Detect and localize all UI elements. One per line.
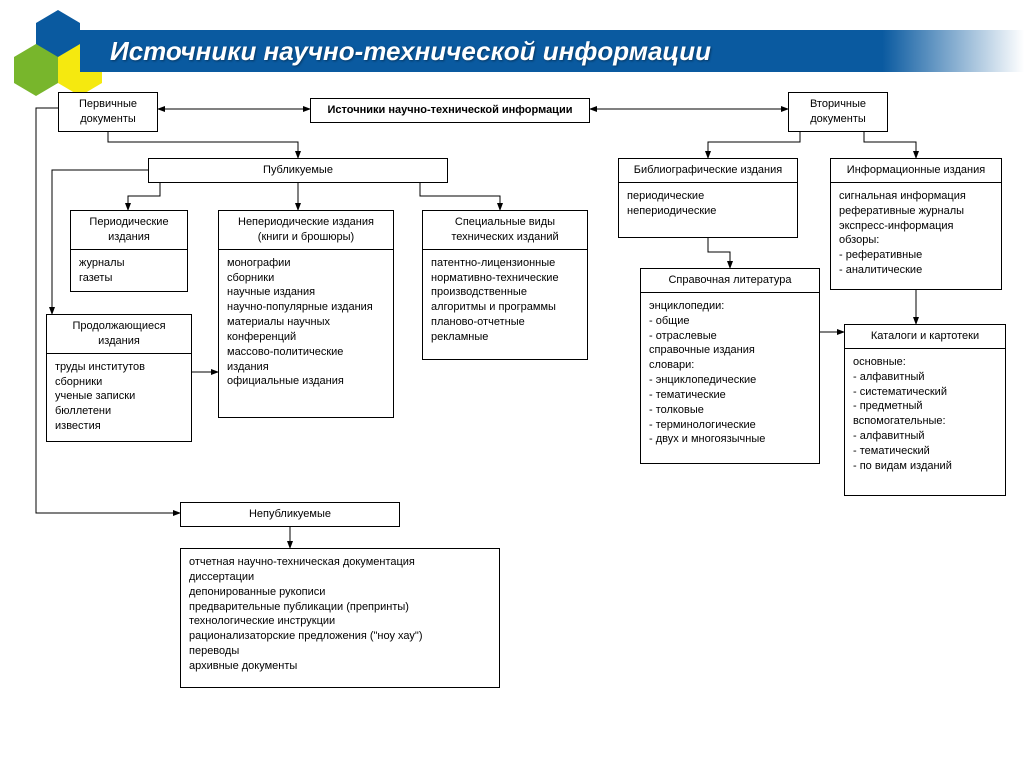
diagram-canvas: Источники научно-технической информации П… <box>0 92 1024 752</box>
page-title: Источники научно-технической информации <box>110 36 711 67</box>
node-continuing: Продолжающиеся изданиятруды институтовсб… <box>46 314 192 442</box>
node-body: отчетная научно-техническая документация… <box>181 549 499 680</box>
node-header: Справочная литература <box>641 269 819 293</box>
node-primary: Первичные документы <box>58 92 158 132</box>
node-header: Информационные издания <box>831 159 1001 183</box>
header-bar: Источники научно-технической информации <box>80 30 1024 72</box>
node-biblio: Библиографические изданияпериодическиене… <box>618 158 798 238</box>
node-header: Периодические издания <box>71 211 187 250</box>
node-header: Специальные виды технических изданий <box>423 211 587 250</box>
node-body: труды институтовсборникиученые запискибю… <box>47 354 191 440</box>
node-unpublished: отчетная научно-техническая документация… <box>180 548 500 688</box>
node-nonperiodic: Непериодические издания (книги и брошюры… <box>218 210 394 418</box>
header: Источники научно-технической информации <box>0 0 1024 80</box>
node-body: журналыгазеты <box>71 250 187 292</box>
node-body: патентно-лицензионныенормативно-техничес… <box>423 250 587 351</box>
node-periodic: Периодические изданияжурналыгазеты <box>70 210 188 292</box>
edge-secondary-biblio <box>708 124 800 158</box>
node-body: энциклопедии: - общие - отраслевыесправо… <box>641 293 819 453</box>
node-header: Продолжающиеся издания <box>47 315 191 354</box>
node-body: основные: - алфавитный - систематический… <box>845 349 1005 480</box>
node-body: монографиисборникинаучные изданиянаучно-… <box>219 250 393 396</box>
node-header: Непериодические издания (книги и брошюры… <box>219 211 393 250</box>
node-catalogs: Каталоги и картотекиосновные: - алфавитн… <box>844 324 1006 496</box>
node-header: Библиографические издания <box>619 159 797 183</box>
edge-biblio-reference <box>708 238 730 268</box>
node-special: Специальные виды технических изданийпате… <box>422 210 588 360</box>
node-published: Публикуемые <box>148 158 448 183</box>
node-header: Каталоги и картотеки <box>845 325 1005 349</box>
node-info: Информационные изданиясигнальная информа… <box>830 158 1002 290</box>
edge-published-special <box>420 180 500 210</box>
edge-published-periodic <box>128 180 160 210</box>
node-body: сигнальная информацияреферативные журнал… <box>831 183 1001 284</box>
node-root: Источники научно-технической информации <box>310 98 590 123</box>
node-body: периодическиенепериодические <box>619 183 797 225</box>
node-reference: Справочная литератураэнциклопедии: - общ… <box>640 268 820 464</box>
node-unpublished_hdr: Непубликуемые <box>180 502 400 527</box>
node-secondary: Вторичные документы <box>788 92 888 132</box>
